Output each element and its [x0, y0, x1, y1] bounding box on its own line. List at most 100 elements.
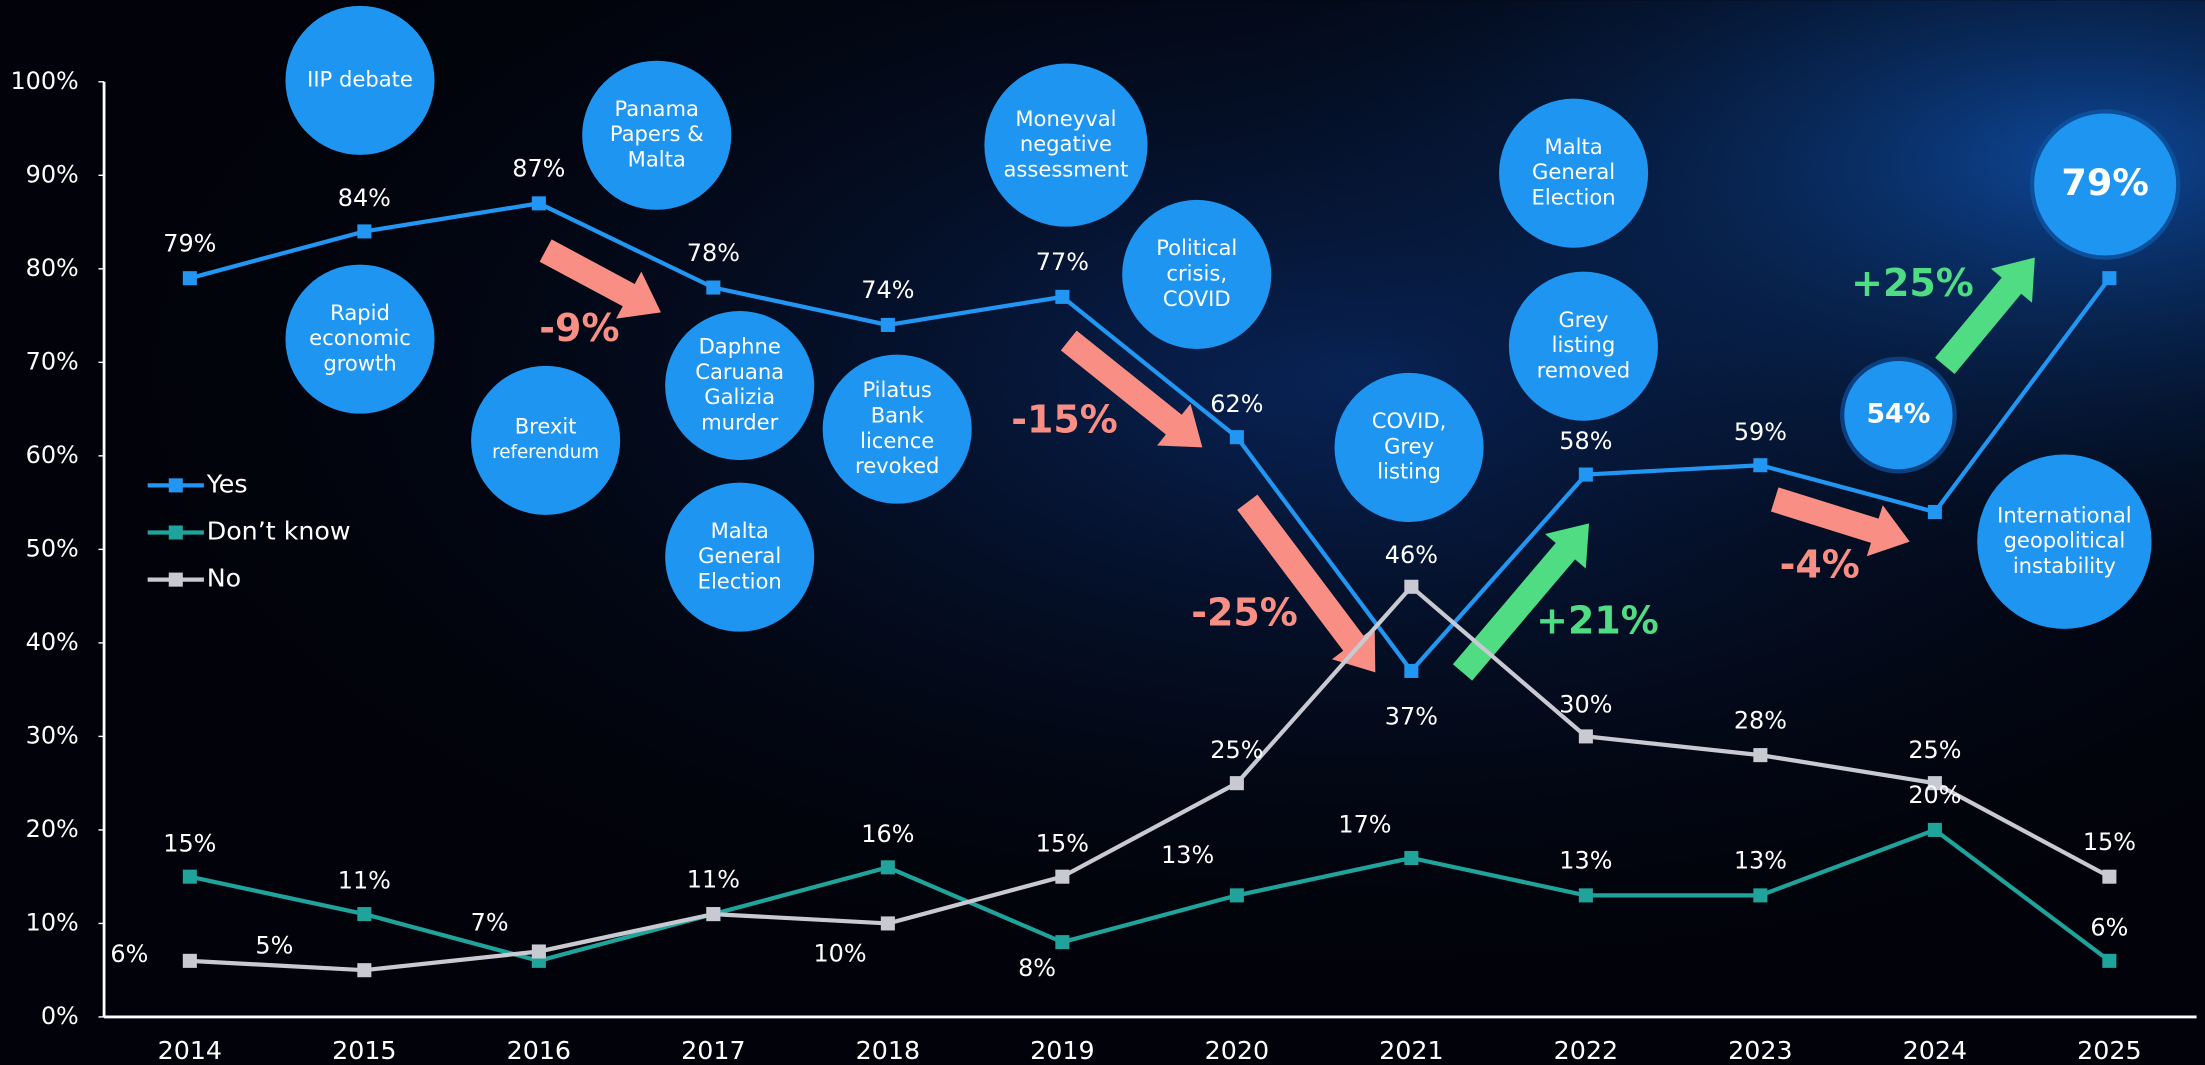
event-bubble: [1508, 271, 1658, 421]
event-label: General: [1532, 159, 1615, 184]
data-label: 11%: [687, 865, 740, 893]
data-point: [357, 224, 372, 239]
y-tick-label: 70%: [26, 347, 79, 375]
data-label: 77%: [1036, 248, 1089, 276]
x-tick-label: 2015: [332, 1036, 396, 1065]
data-point: [1927, 776, 1942, 791]
event-bubble: [582, 60, 732, 210]
data-point: [1753, 748, 1768, 763]
y-tick-label: 30%: [26, 721, 79, 749]
data-point: [357, 907, 372, 922]
data-label: 25%: [1908, 736, 1961, 764]
data-label: 79%: [163, 229, 216, 257]
event-label: licence: [860, 428, 934, 453]
data-point: [1404, 663, 1419, 678]
x-tick-label: 2016: [507, 1036, 571, 1065]
x-tick-label: 2018: [856, 1036, 920, 1065]
data-label: 13%: [1559, 847, 1612, 875]
x-tick-label: 2021: [1379, 1036, 1443, 1065]
event-label: Moneyval: [1015, 106, 1116, 131]
data-point: [1229, 888, 1244, 903]
event-label: Daphne: [699, 334, 781, 359]
event-bubble: [665, 482, 815, 632]
event-label: instability: [2013, 553, 2116, 578]
data-point: [1753, 888, 1768, 903]
data-label: 11%: [338, 867, 391, 895]
data-point: [1578, 467, 1593, 482]
y-tick-label: 100%: [10, 67, 78, 95]
change-label: -25%: [1191, 590, 1298, 634]
data-point: [1229, 430, 1244, 445]
data-label: 84%: [338, 184, 391, 212]
data-label: 58%: [1559, 427, 1612, 455]
event-bubble: [665, 311, 815, 461]
event-bubble: [471, 365, 621, 515]
legend-label: Don’t know: [207, 517, 351, 546]
event-label: murder: [701, 410, 779, 435]
data-label: 37%: [1385, 702, 1438, 730]
data-label: 15%: [2083, 828, 2136, 856]
y-tick-label: 50%: [26, 534, 79, 562]
change-arrow: [1060, 330, 1203, 448]
data-label: 16%: [861, 820, 914, 848]
event-label: Malta: [1545, 134, 1603, 159]
event-label: growth: [323, 350, 396, 375]
data-point: [880, 916, 895, 931]
event-label: geopolitical: [2004, 528, 2126, 553]
data-point: [880, 317, 895, 332]
data-point: [1229, 776, 1244, 791]
data-point: [1927, 822, 1942, 837]
data-point: [1578, 729, 1593, 744]
data-point: [182, 869, 197, 884]
data-label: 15%: [1036, 829, 1089, 857]
event-label: listing: [1552, 332, 1616, 357]
event-label: crisis,: [1166, 260, 1227, 285]
x-tick-label: 2014: [158, 1036, 222, 1065]
x-tick-label: 2017: [681, 1036, 745, 1065]
change-arrow: [1770, 487, 1910, 557]
data-point: [706, 280, 721, 295]
event-label: referendum: [492, 442, 599, 463]
x-tick-label: 2022: [1554, 1036, 1618, 1065]
data-label: 74%: [861, 276, 914, 304]
data-point: [880, 860, 895, 875]
event-bubble: [285, 264, 435, 414]
x-tick-label: 2023: [1728, 1036, 1792, 1065]
change-arrow: [1237, 494, 1376, 673]
event-label: Malta: [711, 518, 769, 543]
data-label: 46%: [1385, 541, 1438, 569]
data-point: [1927, 504, 1942, 519]
event-bubble: [1977, 454, 2152, 629]
data-point: [357, 963, 372, 978]
y-tick-label: 10%: [26, 908, 79, 936]
data-point: [1055, 289, 1070, 304]
y-tick-label: 40%: [26, 628, 79, 656]
event-label: Caruana: [695, 359, 784, 384]
event-bubble: [984, 63, 1148, 227]
legend-swatch: [168, 478, 183, 493]
series-line: [189, 583, 2111, 973]
series-line: [189, 201, 2112, 675]
data-point: [1055, 935, 1070, 950]
event-label: General: [698, 543, 781, 568]
event-bubble: [1122, 199, 1272, 349]
data-label: 5%: [255, 931, 293, 959]
event-label: Grey: [1384, 433, 1434, 458]
data-point: [1404, 850, 1419, 866]
x-tick-label: 2025: [2077, 1036, 2141, 1065]
y-tick-label: 60%: [26, 441, 79, 469]
event-bubble: [1334, 372, 1484, 522]
event-label: Election: [698, 568, 782, 593]
event-label: IIP debate: [307, 66, 413, 91]
event-label: listing: [1377, 459, 1441, 484]
legend-swatch: [168, 572, 183, 587]
data-point: [1753, 458, 1768, 473]
data-label: 13%: [1734, 847, 1787, 875]
change-arrow: [1935, 257, 2035, 374]
data-point: [531, 944, 546, 959]
data-label: 17%: [1338, 811, 1391, 839]
data-label: 7%: [471, 908, 509, 936]
highlight-bubble: [1840, 356, 1957, 474]
event-label: COVID: [1163, 286, 1231, 311]
y-tick-label: 20%: [26, 815, 79, 843]
